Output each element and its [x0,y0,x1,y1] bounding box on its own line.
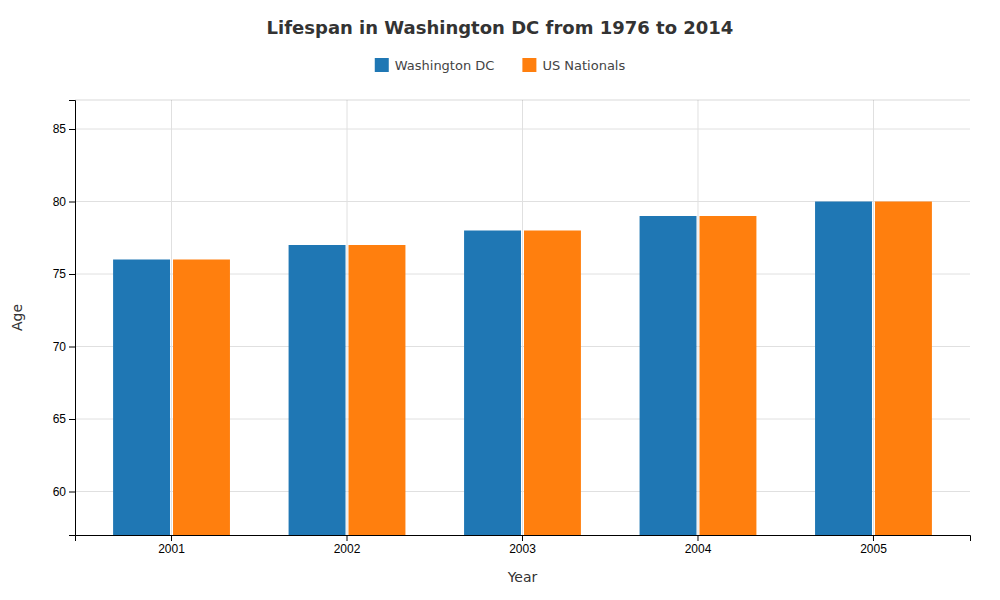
bars [113,202,932,536]
x-tick-mark [697,535,698,541]
bar [875,202,932,536]
grid-line-x [873,100,874,535]
y-tick-mark [69,347,75,348]
y-tick: 70 [53,340,75,354]
grid-line-x [347,100,348,535]
legend-swatch [375,58,389,72]
y-axis-title: Age [9,304,25,331]
x-axis-line [76,536,971,542]
y-tick-label: 65 [53,412,67,426]
y-tick-label: 60 [53,485,67,499]
y-tick-mark [69,129,75,130]
grid-line-x [171,100,172,535]
bar-series [113,202,872,536]
legend-item: US Nationals [522,58,625,73]
grid-line-x [522,100,523,535]
x-tick: 2003 [509,535,536,556]
legend-label: Washington DC [395,58,495,73]
y-tick-mark [69,274,75,275]
x-tick-label: 2005 [860,542,887,556]
x-tick-label: 2003 [509,542,536,556]
x-tick-mark [347,535,348,541]
y-tick: 80 [53,195,75,209]
y-axis-line [69,101,76,536]
legend-item: Washington DC [375,58,495,73]
plot-top-edge [75,100,970,101]
x-tick-label: 2002 [334,542,361,556]
bar [815,202,872,536]
y-tick-mark [69,419,75,420]
legend-label: US Nationals [542,58,625,73]
grid-line-x [697,100,698,535]
x-tick-mark [522,535,523,541]
x-tick: 2005 [860,535,887,556]
bar [699,216,756,535]
y-tick: 65 [53,412,75,426]
bar [289,245,346,535]
x-tick: 2004 [685,535,712,556]
y-tick-label: 75 [53,267,67,281]
bar [349,245,406,535]
x-tick-mark [171,535,172,541]
x-axis: 2001 2002 2003 2004 2005 [76,535,971,556]
y-tick-mark [69,492,75,493]
x-tick-mark [873,535,874,541]
bar [173,260,230,536]
y-tick-label: 80 [53,195,67,209]
x-tick: 2001 [158,535,185,556]
x-axis-title: Year [507,569,538,585]
bar [524,231,581,536]
y-tick-label: 85 [53,122,67,136]
y-tick: 75 [53,267,75,281]
bar-series [173,202,932,536]
chart: 2001 2002 2003 2004 2005 60 65 70 75 80 85 Year Age L… [0,0,1000,600]
legend: Washington DC US Nationals [375,58,626,73]
y-tick-mark [69,202,75,203]
bar [113,260,170,536]
y-tick: 60 [53,485,75,499]
legend-swatch [522,58,536,72]
bar [464,231,521,536]
x-tick-label: 2004 [685,542,712,556]
plot: 2001 2002 2003 2004 2005 60 65 70 75 80 85 [53,100,971,556]
bar [640,216,697,535]
x-tick: 2002 [334,535,361,556]
y-tick-label: 70 [53,340,67,354]
y-axis: 60 65 70 75 80 85 [53,101,76,536]
y-tick: 85 [53,122,75,136]
title: Lifespan in Washington DC from 1976 to 2… [267,17,734,38]
x-tick-label: 2001 [158,542,185,556]
grid [75,100,970,535]
